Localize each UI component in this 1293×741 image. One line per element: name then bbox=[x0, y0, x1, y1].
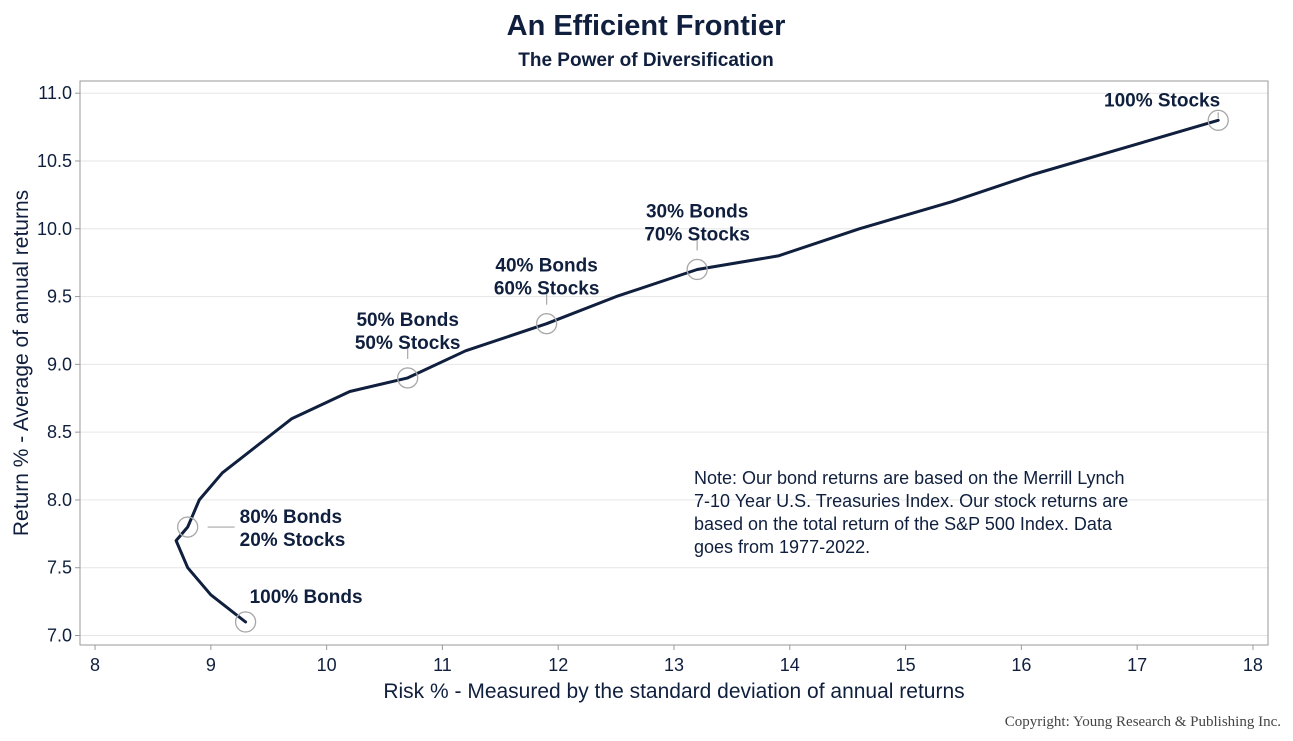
gridlines bbox=[80, 92, 1268, 637]
note-line: 7-10 Year U.S. Treasuries Index. Our sto… bbox=[694, 491, 1128, 511]
x-tick-label: 8 bbox=[90, 655, 100, 675]
annotation-label: 40% Bonds bbox=[495, 256, 597, 277]
note-line: goes from 1977-2022. bbox=[694, 537, 870, 557]
y-tick-label: 7.5 bbox=[47, 558, 72, 578]
methodology-note: Note: Our bond returns are based on the … bbox=[694, 468, 1128, 557]
annotation-label: 30% Bonds bbox=[646, 201, 748, 222]
y-tick-label: 10.5 bbox=[37, 151, 72, 171]
x-tick-label: 10 bbox=[317, 655, 337, 675]
x-tick-label: 17 bbox=[1127, 655, 1147, 675]
chart-title: An Efficient Frontier bbox=[507, 10, 786, 42]
annotation-marker bbox=[234, 611, 257, 633]
y-tick-label: 10.0 bbox=[37, 219, 72, 239]
copyright-notice: Copyright: Young Research & Publishing I… bbox=[1005, 714, 1281, 730]
annotation-marker bbox=[686, 258, 708, 281]
annotation-marker bbox=[397, 367, 419, 389]
x-tick-label: 11 bbox=[433, 655, 452, 675]
x-tick-label: 14 bbox=[780, 655, 800, 675]
note-line: based on the total return of the S&P 500… bbox=[694, 514, 1113, 534]
x-tick-label: 13 bbox=[664, 655, 684, 675]
y-tick-label: 8.5 bbox=[47, 422, 72, 442]
frontier-line bbox=[174, 118, 1220, 624]
plot-frame bbox=[79, 80, 1269, 646]
y-axis-label: Return % - Average of annual returns bbox=[10, 190, 33, 536]
x-tick-label: 18 bbox=[1243, 655, 1263, 675]
y-tick-label: 11.0 bbox=[38, 83, 72, 103]
annotation-label: 60% Stocks bbox=[494, 279, 600, 300]
x-tick-label: 16 bbox=[1011, 655, 1031, 675]
y-tick-label: 9.5 bbox=[47, 287, 72, 307]
y-axis-ticks: 7.0 7.5 8.0 8.5 9.0 9.5 10.0 10.5 11.0 bbox=[37, 83, 80, 646]
annotation-label: 50% Bonds bbox=[356, 310, 458, 331]
annotation-marker bbox=[535, 313, 558, 335]
y-tick-label: 8.0 bbox=[47, 490, 72, 510]
annotation-label: 70% Stocks bbox=[644, 224, 750, 245]
note-line: Note: Our bond returns are based on the … bbox=[694, 468, 1125, 488]
annotation-marker bbox=[177, 516, 199, 538]
x-tick-label: 12 bbox=[548, 655, 568, 675]
y-tick-label: 9.0 bbox=[47, 354, 72, 374]
annotation-label: 20% Stocks bbox=[240, 530, 346, 551]
annotation-label: 100% Bonds bbox=[250, 587, 363, 608]
annotation-label: 80% Bonds bbox=[240, 507, 342, 528]
x-axis-ticks: 8 9 10 11 12 13 14 15 16 17 18 bbox=[90, 645, 1263, 675]
chart-subtitle: The Power of Diversification bbox=[518, 50, 774, 71]
annotation-label: 50% Stocks bbox=[355, 333, 461, 354]
x-tick-label: 15 bbox=[896, 655, 916, 675]
y-tick-label: 7.0 bbox=[47, 626, 72, 646]
x-axis-label: Risk % - Measured by the standard deviat… bbox=[383, 680, 964, 703]
annotation-marker bbox=[1207, 109, 1229, 131]
annotation-label: 100% Stocks bbox=[1104, 90, 1220, 111]
x-tick-label: 9 bbox=[206, 655, 216, 675]
